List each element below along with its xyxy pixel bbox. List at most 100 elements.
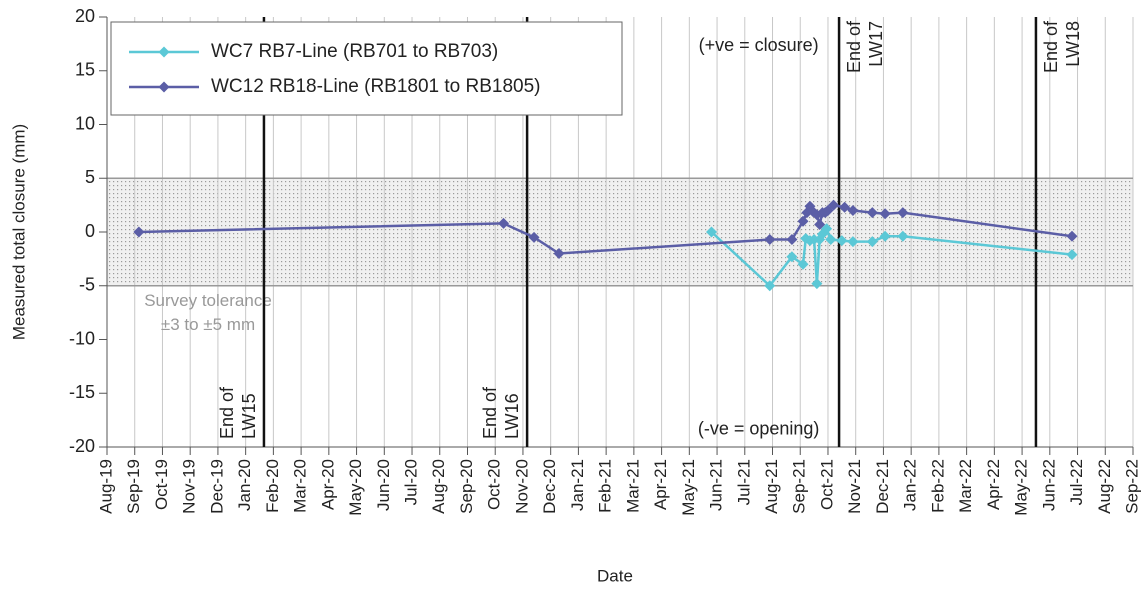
x-tick-label: Jan-22 (901, 459, 920, 511)
y-tick-label: -10 (69, 328, 95, 348)
event-label-line: LW17 (866, 21, 886, 67)
event-label-line: LW15 (239, 393, 259, 439)
event-label: End of LW16 (480, 386, 522, 439)
y-tick-label: 20 (75, 6, 95, 26)
data-point (866, 236, 878, 248)
data-point (133, 226, 145, 238)
x-tick-label: Jun-21 (707, 459, 726, 511)
data-point (797, 258, 809, 270)
data-point (786, 251, 798, 263)
y-tick-label: 5 (85, 167, 95, 187)
data-point (828, 199, 840, 211)
x-tick-label: Sep-21 (790, 459, 809, 514)
x-tick-label: Nov-21 (845, 459, 864, 514)
data-point (847, 236, 859, 248)
x-tick-label: Apr-20 (318, 459, 337, 510)
event-label-line: End of (217, 386, 237, 439)
x-tick-label: Mar-21 (623, 459, 642, 513)
x-tick-label: May-20 (346, 459, 365, 516)
x-tick-label: Jul-21 (734, 459, 753, 505)
series-line (138, 203, 1073, 255)
x-tick-label: May-22 (1012, 459, 1031, 516)
data-point (1066, 230, 1078, 242)
x-tick-label: Jan-20 (235, 459, 254, 511)
x-tick-label: Sep-20 (457, 459, 476, 514)
x-tick-label: Mar-22 (956, 459, 975, 513)
x-tick-label: Dec-19 (207, 459, 226, 514)
x-tick-label: Dec-21 (873, 459, 892, 514)
x-tick-label: Aug-19 (96, 459, 115, 514)
event-label: End of LW15 (217, 386, 259, 439)
x-tick-label: May-21 (679, 459, 698, 516)
band-label-line: Survey tolerance (144, 291, 272, 310)
x-tick-label: Jun-20 (374, 459, 393, 511)
data-point (839, 201, 851, 213)
x-tick-label: Nov-20 (512, 459, 531, 514)
data-point (814, 218, 826, 230)
data-point (879, 208, 891, 220)
y-tick-label: -20 (69, 436, 95, 456)
data-point (764, 234, 776, 246)
x-tick-label: Nov-19 (180, 459, 199, 514)
data-point (528, 231, 540, 243)
x-tick-label: Apr-22 (984, 459, 1003, 510)
data-point (786, 234, 798, 246)
data-point (825, 234, 837, 246)
x-tick-label: Oct-19 (152, 459, 171, 510)
data-point (866, 207, 878, 219)
event-label-line: LW18 (1063, 21, 1083, 67)
data-point (553, 248, 565, 259)
data-point (498, 217, 510, 229)
x-tick-label: Oct-20 (485, 459, 504, 510)
x-tick-label: Sep-22 (1122, 459, 1141, 514)
event-label-line: End of (480, 386, 500, 439)
data-point (836, 235, 848, 247)
x-tick-label: Aug-21 (762, 459, 781, 514)
annotation: (+ve = closure) (699, 35, 819, 55)
data-point (764, 280, 776, 292)
data-point (847, 205, 859, 216)
y-axis-label: Measured total closure (mm) (9, 124, 28, 340)
data-point (879, 230, 891, 242)
y-tick-label: 15 (75, 60, 95, 80)
y-tick-label: 10 (75, 113, 95, 133)
x-tick-label: Mar-20 (291, 459, 310, 513)
band-label-line: ±3 to ±5 mm (161, 315, 255, 334)
legend-marker (158, 46, 170, 58)
x-tick-label: Jan-21 (568, 459, 587, 511)
annotation: (-ve = opening) (698, 419, 820, 439)
x-tick-label: Jun-22 (1039, 459, 1058, 511)
data-point (808, 234, 820, 246)
x-tick-label: Dec-20 (540, 459, 559, 514)
event-label-line: End of (844, 20, 864, 73)
tolerance-band (107, 178, 1133, 286)
x-axis-label: Date (597, 566, 633, 585)
data-point (706, 226, 718, 238)
event-label: End of LW18 (1041, 20, 1083, 73)
x-tick-label: Apr-21 (651, 459, 670, 510)
event-label-line: LW16 (502, 393, 522, 439)
data-point (1066, 249, 1078, 261)
data-point (811, 278, 823, 290)
legend-label: WC7 RB7-Line (RB701 to RB703) (211, 41, 498, 62)
data-point (821, 223, 833, 235)
y-tick-label: -5 (79, 275, 95, 295)
event-label-line: End of (1041, 20, 1061, 73)
y-tick-label: 0 (85, 221, 95, 241)
event-label: End of LW17 (844, 20, 886, 73)
x-tick-label: Feb-20 (263, 459, 282, 513)
legend-marker (158, 81, 170, 93)
data-point (897, 207, 909, 219)
data-point (797, 215, 809, 227)
x-tick-label: Sep-19 (124, 459, 143, 514)
x-tick-label: Jul-22 (1067, 459, 1086, 505)
x-tick-label: Feb-21 (596, 459, 615, 513)
x-tick-label: Aug-20 (429, 459, 448, 514)
x-tick-label: Oct-21 (817, 459, 836, 510)
data-point (897, 230, 909, 242)
x-tick-label: Jul-20 (402, 459, 421, 505)
band-label: Survey tolerance ±3 to ±5 mm (144, 291, 272, 334)
legend-box (110, 21, 623, 116)
legend-label: WC12 RB18-Line (RB1801 to RB1805) (211, 76, 541, 97)
